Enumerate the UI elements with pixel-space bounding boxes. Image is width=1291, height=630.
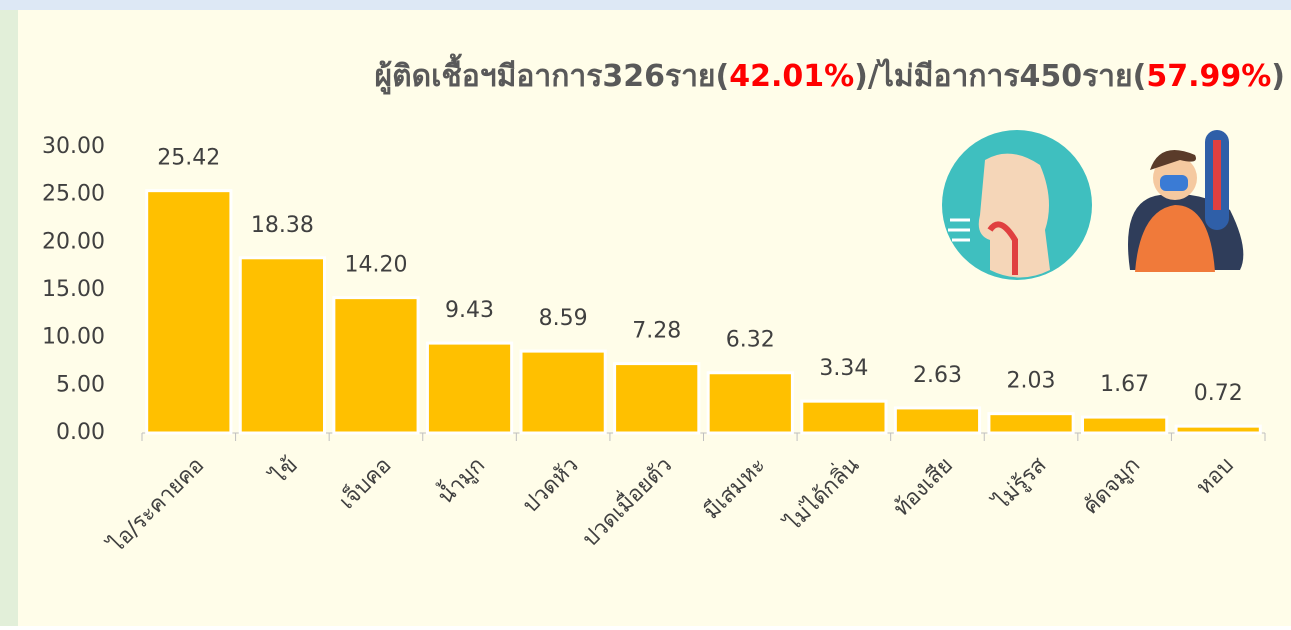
value-label: 8.59 [539,306,588,331]
bar [706,371,794,435]
title-part: ) [1271,59,1285,94]
value-label: 25.42 [157,146,220,171]
bar [425,341,514,435]
chart-title: ผู้ติดเชื้อฯมีอาการ326ราย(42.01%)/ไม่มีอ… [375,53,1285,95]
bar [332,296,420,435]
left-strip [0,0,18,626]
y-tick-label: 0.00 [56,420,105,445]
value-label: 9.43 [445,298,494,323]
y-tick-label: 20.00 [42,229,105,254]
title-part: 57.99% [1146,59,1271,94]
value-label: 3.34 [819,356,868,381]
bar [987,412,1075,435]
y-tick-label: 15.00 [42,277,105,302]
y-tick-label: 5.00 [56,372,105,397]
value-label: 14.20 [344,253,407,278]
bar [1081,415,1169,435]
value-label: 1.67 [1100,372,1149,397]
bar [893,406,982,435]
title-part: )/ไม่มีอาการ450ราย( [854,58,1146,94]
bar [145,189,233,435]
bar [613,362,701,435]
bar [238,256,326,435]
bar [800,399,888,435]
y-tick-label: 10.00 [42,325,105,350]
title-part: 42.01% [729,59,854,94]
throat-icon [942,130,1092,280]
top-strip [0,0,1291,10]
bar [1174,424,1262,435]
y-tick-label: 30.00 [42,134,105,159]
value-label: 7.28 [632,319,681,344]
y-tick-label: 25.00 [42,182,105,207]
title-part: ผู้ติดเชื้อฯมีอาการ326ราย( [375,53,730,95]
value-label: 6.32 [726,328,775,353]
value-label: 18.38 [251,213,314,238]
value-label: 2.03 [1007,369,1056,394]
value-label: 0.72 [1194,381,1243,406]
value-label: 2.63 [913,363,962,388]
fever-icon [1128,130,1244,272]
bar [519,349,607,435]
